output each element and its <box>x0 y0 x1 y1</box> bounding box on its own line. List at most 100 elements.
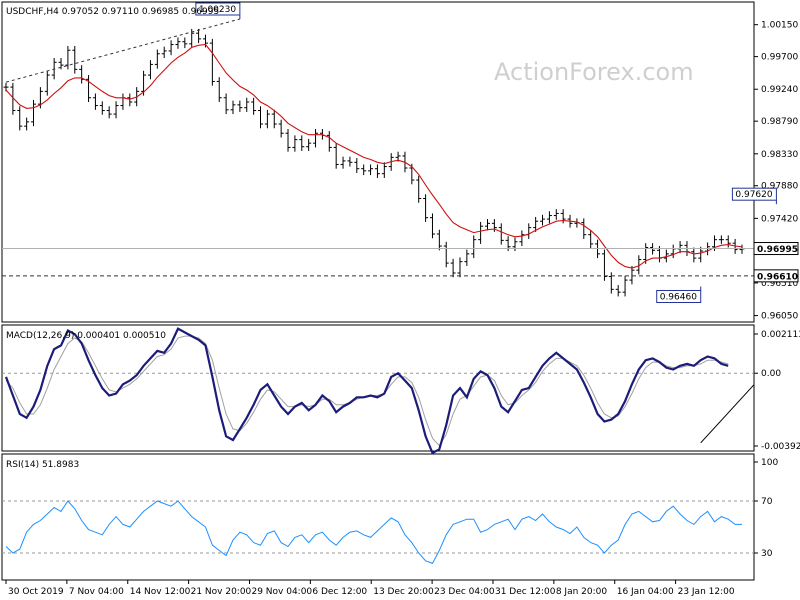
annotation-box <box>731 187 777 201</box>
price-bar <box>24 117 30 131</box>
price-bar <box>306 138 312 151</box>
price-y-tick-label: 1.00150 <box>761 21 798 31</box>
price-bar <box>72 45 78 74</box>
price-y-tick-label: 0.99240 <box>761 85 798 95</box>
x-tick-label: 29 Nov 04:00 <box>251 587 312 597</box>
price-bar <box>258 106 264 129</box>
price-bar <box>381 162 387 178</box>
price-bar <box>106 106 112 119</box>
macd-y-tick-label: -0.003922 <box>761 442 800 452</box>
price-tag-box <box>753 242 799 256</box>
current-price-tag: 0.96995 <box>753 242 799 256</box>
price-bar <box>423 194 429 222</box>
price-y-tick-label: 0.96050 <box>761 312 798 322</box>
price-y-tick-label: 0.99700 <box>761 53 798 63</box>
price-bar <box>113 101 119 119</box>
price-bar <box>285 128 291 152</box>
price-bar <box>326 131 332 152</box>
price-bar <box>471 235 477 259</box>
macd-y-tick-label: 0.002113 <box>761 330 800 340</box>
x-tick-label: 21 Nov 20:00 <box>191 587 252 597</box>
price-bar <box>44 70 50 96</box>
rsi-y-tick-label: 70 <box>761 497 773 507</box>
price-bar <box>237 100 243 112</box>
rsi-label: RSI(14) 51.8983 <box>6 460 79 470</box>
price-bar <box>147 60 153 80</box>
price-bar <box>354 158 360 173</box>
macd-line <box>4 327 729 455</box>
price-bar <box>553 209 559 220</box>
price-bar <box>17 106 23 131</box>
price-bar <box>416 175 422 203</box>
x-tick-label: 6 Dec 12:00 <box>312 587 367 597</box>
x-tick-label: 7 Nov 04:00 <box>69 587 124 597</box>
price-bar <box>615 285 621 297</box>
price-bar <box>361 164 367 176</box>
x-tick-label: 16 Jan 04:00 <box>617 587 674 597</box>
price-tag-label: 0.96995 <box>757 245 798 255</box>
price-bar <box>92 93 98 110</box>
price-bar <box>491 219 497 232</box>
price-y-tick-label: 0.96510 <box>761 279 798 289</box>
price-bar <box>230 100 236 115</box>
price-bar <box>368 164 374 176</box>
price-bar <box>533 216 539 232</box>
price-bar <box>271 109 277 129</box>
price-bar <box>278 119 284 138</box>
price-bar <box>464 249 470 266</box>
x-tick-label: 30 Oct 2019 <box>8 587 64 597</box>
price-bar <box>725 235 731 248</box>
price-bar <box>519 230 525 247</box>
x-tick-label: 23 Jan 12:00 <box>678 587 735 597</box>
price-trendline <box>5 18 240 83</box>
price-bar <box>691 247 697 263</box>
x-tick-label: 8 Jan 20:00 <box>556 587 608 597</box>
rsi-y-tick-label: 100 <box>761 458 778 468</box>
price-bar <box>168 40 174 56</box>
price-bar <box>478 221 484 244</box>
price-bar <box>161 46 167 59</box>
moving-average-line <box>5 43 743 269</box>
price-bar <box>10 82 16 115</box>
annotation-label: 0.97620 <box>735 190 772 200</box>
support-price-tag: 0.96610 <box>753 269 799 283</box>
price-bar <box>31 99 37 127</box>
price-bar <box>3 82 9 92</box>
annotation-label: 1.00230 <box>199 5 236 15</box>
macd-layer <box>2 327 755 455</box>
price-bar <box>196 28 202 44</box>
price-bar <box>443 241 449 268</box>
chart-title: USDCHF,H4 0.97052 0.97110 0.96985 0.9699… <box>6 7 219 17</box>
price-annotation: 1.00230 <box>195 2 241 19</box>
price-y-tick-label: 0.97420 <box>761 214 798 224</box>
price-annotation: 0.96460 <box>656 286 702 303</box>
price-bar <box>65 45 71 70</box>
price-bar <box>429 213 435 239</box>
annotation-box <box>195 2 241 16</box>
price-bar <box>313 128 319 148</box>
price-y-tick-label: 0.98330 <box>761 150 798 160</box>
price-bar <box>292 135 298 152</box>
price-bar <box>663 249 669 263</box>
macd-label: MACD(12,26,9) 0.000401 0.000510 <box>6 331 166 341</box>
price-bar <box>175 37 181 49</box>
price-bar <box>540 214 546 226</box>
price-bar <box>264 109 270 129</box>
macd-trendline <box>700 384 755 444</box>
rsi-panel-frame <box>1 453 755 581</box>
axis-layer: 1.00150 0.99700 0.99240 0.98790 0.98330 0.978… <box>5 21 800 597</box>
price-bar <box>636 255 642 275</box>
price-bar <box>251 97 257 115</box>
macd-y-tick-label: 0.00 <box>761 369 781 379</box>
price-bar <box>223 93 229 115</box>
annotation-label: 0.96460 <box>660 292 697 302</box>
rsi-line <box>5 500 742 565</box>
macd-panel-frame <box>1 324 755 452</box>
price-bar <box>127 93 133 107</box>
price-bar <box>450 258 456 278</box>
price-bar <box>299 135 305 151</box>
price-bar <box>244 97 250 112</box>
price-y-tick-label: 0.97880 <box>761 182 798 192</box>
